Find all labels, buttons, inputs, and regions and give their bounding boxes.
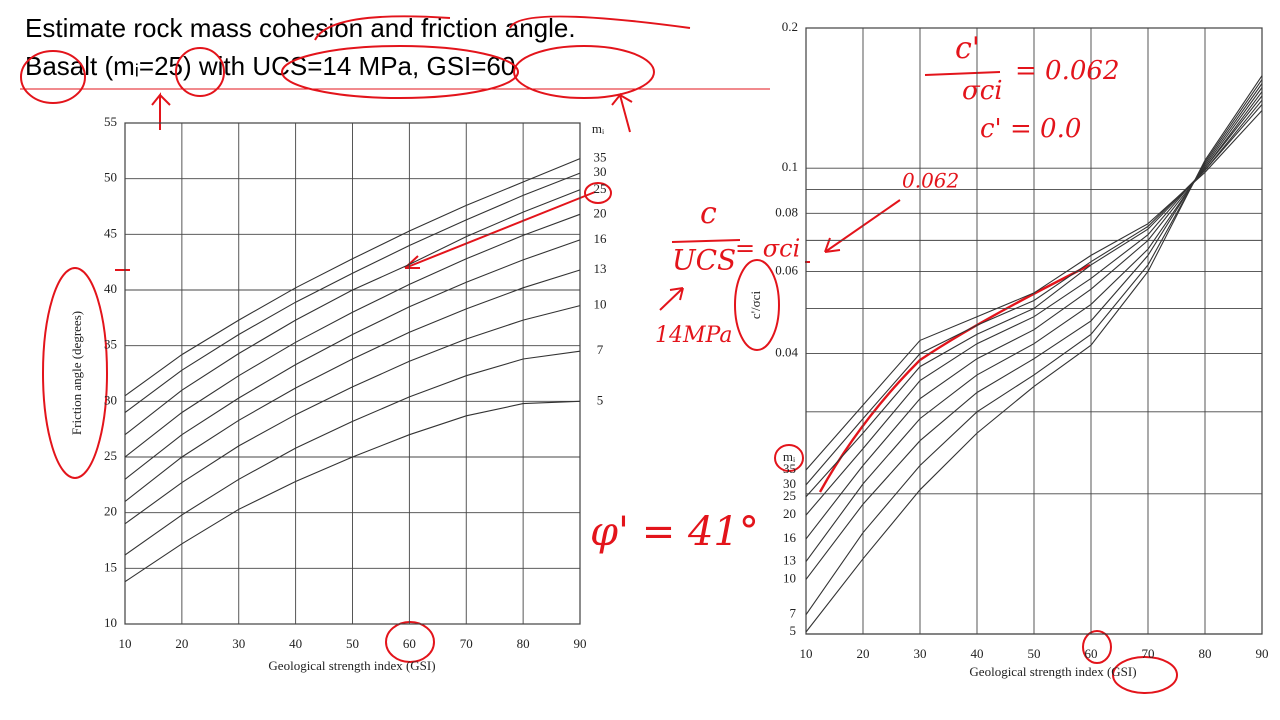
series-line bbox=[124, 350, 581, 556]
series-line bbox=[805, 75, 1263, 633]
legend-label: 13 bbox=[594, 261, 607, 276]
y-tick-label: 50 bbox=[104, 170, 117, 185]
x-tick-label: 80 bbox=[1199, 646, 1212, 661]
legend-label: 5 bbox=[597, 392, 604, 407]
x-tick-label: 30 bbox=[914, 646, 927, 661]
title-line: Basalt (mᵢ=25) with UCS=14 MPa, GSI=60 bbox=[25, 51, 515, 81]
y-tick-label: 45 bbox=[104, 225, 117, 240]
y-tick-label: 15 bbox=[104, 559, 117, 574]
series-line bbox=[124, 239, 581, 480]
legend-label: 25 bbox=[594, 181, 607, 196]
legend-label: 20 bbox=[783, 506, 796, 521]
legend-title: mᵢ bbox=[592, 121, 605, 136]
series-line bbox=[805, 95, 1263, 516]
x-tick-label: 20 bbox=[857, 646, 870, 661]
x-tick-label: 90 bbox=[1256, 646, 1269, 661]
x-tick-label: 60 bbox=[1085, 646, 1098, 661]
y-axis-label: Friction angle (degrees) bbox=[69, 311, 84, 435]
x-tick-label: 50 bbox=[1028, 646, 1041, 661]
legend-label: 7 bbox=[597, 342, 604, 357]
y-tick-label: 35 bbox=[104, 337, 117, 352]
legend-label: 16 bbox=[783, 530, 797, 545]
handwritten-note: = σci bbox=[735, 235, 800, 263]
y-tick-label: 55 bbox=[104, 114, 117, 129]
legend-label: 7 bbox=[790, 606, 797, 621]
legend-label: 5 bbox=[790, 623, 797, 638]
legend-label: 30 bbox=[783, 476, 796, 491]
legend-label: 10 bbox=[594, 297, 607, 312]
handwritten-note: 0.062 bbox=[902, 169, 959, 193]
x-tick-label: 50 bbox=[346, 636, 359, 651]
legend-label: 16 bbox=[594, 231, 608, 246]
x-tick-label: 20 bbox=[175, 636, 188, 651]
x-tick-label: 90 bbox=[574, 636, 587, 651]
legend-label: 13 bbox=[783, 553, 796, 568]
series-line bbox=[805, 91, 1263, 540]
x-axis-label: Geological strength index (GSI) bbox=[969, 664, 1136, 679]
x-axis-label: Geological strength index (GSI) bbox=[268, 658, 435, 673]
x-tick-label: 80 bbox=[517, 636, 530, 651]
y-tick-label: 25 bbox=[104, 448, 117, 463]
series-line bbox=[124, 189, 581, 436]
series-line bbox=[124, 305, 581, 525]
x-tick-label: 60 bbox=[403, 636, 416, 651]
x-tick-label: 70 bbox=[1142, 646, 1155, 661]
handwritten-note: c' bbox=[955, 31, 980, 66]
series-line bbox=[124, 158, 581, 397]
legend-label: 35 bbox=[594, 150, 607, 165]
legend-label: 25 bbox=[783, 488, 796, 503]
series-line bbox=[124, 400, 581, 583]
legend-label: 35 bbox=[783, 461, 796, 476]
legend-title: mᵢ bbox=[783, 449, 796, 464]
legend-label: 20 bbox=[594, 205, 607, 220]
y-tick-label: 0.06 bbox=[775, 263, 798, 278]
handwritten-note: c bbox=[700, 196, 717, 231]
y-tick-label: 0.2 bbox=[782, 19, 798, 34]
handwritten-note: c' = 0.0 bbox=[980, 114, 1081, 144]
y-tick-label: 0.1 bbox=[782, 159, 798, 174]
series-line bbox=[124, 172, 581, 413]
handwritten-note: φ' = 41° bbox=[590, 509, 759, 555]
legend-label: 10 bbox=[783, 570, 796, 585]
y-tick-label: 40 bbox=[104, 281, 117, 296]
handwritten-note: UCS bbox=[672, 244, 736, 277]
y-tick-label: 20 bbox=[104, 504, 117, 519]
y-tick-label: 0.04 bbox=[775, 345, 798, 360]
y-tick-label: 10 bbox=[104, 615, 117, 630]
x-tick-label: 10 bbox=[119, 636, 132, 651]
handwritten-note: 14MPa bbox=[655, 323, 732, 348]
x-tick-label: 40 bbox=[971, 646, 984, 661]
series-line bbox=[124, 213, 581, 458]
series-line bbox=[124, 269, 581, 502]
x-tick-label: 70 bbox=[460, 636, 473, 651]
x-tick-label: 30 bbox=[232, 636, 245, 651]
handwritten-note: = 0.062 bbox=[1015, 56, 1119, 86]
x-tick-label: 40 bbox=[289, 636, 302, 651]
y-axis-label: c'/σci bbox=[748, 291, 763, 320]
title-line: Estimate rock mass cohesion and friction… bbox=[25, 13, 576, 43]
x-tick-label: 10 bbox=[800, 646, 813, 661]
series-line bbox=[805, 83, 1263, 580]
y-tick-label: 0.08 bbox=[775, 204, 798, 219]
y-tick-label: 30 bbox=[104, 392, 117, 407]
series-line bbox=[805, 104, 1263, 486]
legend-label: 30 bbox=[594, 164, 607, 179]
handwritten-note: σci bbox=[962, 76, 1003, 106]
